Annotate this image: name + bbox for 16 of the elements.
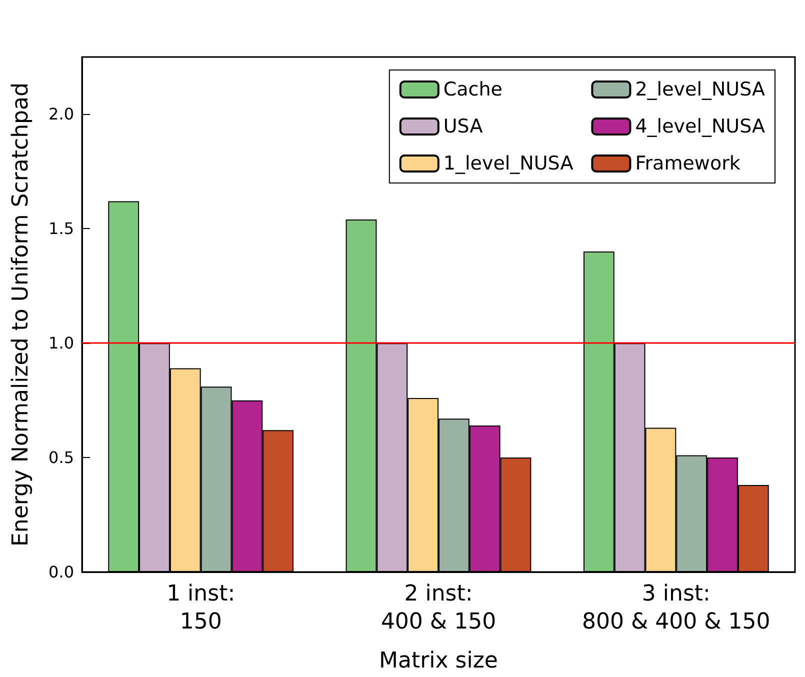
x-tick-label: 1 inst: 150 — [166, 582, 236, 634]
y-tick-label: 2.0 — [48, 104, 74, 124]
legend-label: Framework — [635, 152, 740, 174]
y-tick-label: 0.0 — [48, 562, 74, 582]
y-tick-label: 0.5 — [48, 448, 74, 468]
legend-label: 1_level_NUSA — [443, 152, 574, 174]
legend-label: 4_level_NUSA — [635, 116, 766, 138]
y-axis-title: Energy Normalized to Uniform Scratchpad — [8, 82, 34, 546]
y-tick-label: 1.0 — [48, 334, 74, 353]
legend-label: Cache — [443, 78, 502, 100]
x-axis-title: Matrix size — [379, 648, 498, 674]
legend-label: USA — [443, 116, 483, 138]
legend-label: 2_level_NUSA — [635, 78, 766, 100]
x-tick-label: 2 inst: 400 & 150 — [380, 582, 496, 634]
y-tick-label: 1.5 — [48, 219, 74, 238]
x-tick-label: 3 inst: 800 & 400 & 150 — [582, 582, 770, 634]
